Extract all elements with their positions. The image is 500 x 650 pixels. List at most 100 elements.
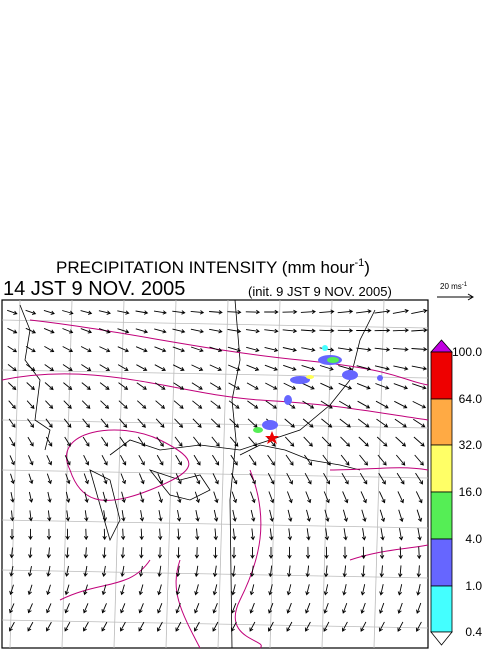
wind-arrow: [120, 473, 127, 485]
wind-arrow: [393, 383, 409, 390]
wind-arrow: [250, 509, 256, 522]
wind-arrow: [117, 328, 130, 334]
wind-arrow: [380, 528, 385, 541]
wind-arrow: [139, 528, 144, 541]
colorbar: [430, 339, 453, 646]
wind-arrow: [172, 310, 186, 315]
wind-arrow: [393, 347, 409, 352]
wind-arrow: [83, 584, 88, 596]
wind-arrow: [64, 603, 70, 614]
wind-arrow: [305, 584, 310, 596]
wind-arrow: [173, 400, 184, 409]
wind-arrow: [286, 491, 293, 504]
wind-arrow: [135, 328, 149, 334]
grid-line: [1, 619, 429, 629]
wind-arrow: [212, 603, 218, 614]
wind-arrow: [120, 528, 126, 541]
grid-line: [1, 319, 429, 329]
wind-arrow: [374, 328, 391, 333]
wind-arrow: [28, 473, 34, 485]
wind-arrow: [303, 436, 313, 447]
wind-arrow: [269, 528, 274, 541]
wind-arrow: [341, 621, 348, 632]
wind-arrow: [101, 603, 107, 614]
wind-arrow: [342, 491, 349, 504]
wind-arrow: [8, 400, 16, 409]
wind-arrow: [80, 328, 93, 334]
wind-arrow: [337, 347, 353, 352]
wind-arrow: [285, 454, 294, 466]
wind-arrow: [337, 328, 354, 333]
wind-arrow: [45, 418, 53, 428]
wind-arrow: [80, 310, 93, 315]
colorbar-label: 4.0: [465, 532, 482, 546]
wind-arrow: [306, 509, 311, 522]
wind-arrow: [156, 436, 164, 447]
wind-arrow: [416, 509, 423, 523]
wind-arrow: [46, 547, 51, 559]
wind-arrow: [286, 621, 293, 632]
wind-arrow: [340, 454, 350, 466]
wind-arrow: [120, 547, 126, 559]
wind-arrow: [117, 346, 129, 353]
wind-arrow: [63, 418, 72, 428]
grid-line: [1, 519, 429, 529]
wind-arrow: [286, 602, 292, 614]
wind-arrow: [154, 328, 167, 334]
wind-arrow: [415, 491, 423, 504]
wind-arrow: [324, 509, 330, 523]
wind-arrow: [101, 436, 108, 447]
wind-arrow: [209, 346, 223, 353]
grid-line: [165, 299, 177, 649]
title-exponent: -1: [355, 257, 365, 269]
wind-arrow: [64, 565, 70, 577]
wind-arrow: [268, 584, 273, 596]
grid-line: [61, 299, 73, 649]
wind-arrow: [82, 621, 89, 632]
wind-arrow: [357, 400, 371, 409]
wind-arrow: [43, 309, 55, 315]
wind-arrow: [65, 528, 70, 541]
wind-arrow: [302, 400, 315, 409]
wind-arrow: [397, 491, 404, 504]
wind-arrow: [417, 546, 422, 560]
wind-arrow: [228, 400, 240, 409]
wind-arrow: [337, 309, 354, 314]
wind-arrow: [27, 566, 33, 577]
wind-arrow: [301, 382, 315, 390]
wind-arrow: [194, 584, 199, 596]
map-area: [1, 299, 429, 649]
wind-arrow: [138, 565, 144, 577]
wind-arrow: [231, 603, 237, 614]
wind-arrow: [209, 328, 223, 334]
wind-arrow: [191, 382, 203, 390]
wind-arrow: [321, 436, 332, 447]
wind-arrow: [264, 364, 278, 371]
wind-arrow: [157, 547, 163, 559]
grid-line: [1, 469, 429, 479]
wind-arrow: [249, 602, 255, 614]
wind-arrow: [28, 491, 34, 503]
wind-arrow: [249, 473, 256, 485]
wind-arrow: [247, 400, 259, 409]
vector-scale-text: 20 ms: [440, 282, 462, 291]
wind-arrow: [227, 346, 241, 353]
wind-arrow: [379, 509, 386, 523]
wind-arrow: [192, 418, 202, 428]
wind-arrow: [10, 473, 15, 485]
wind-arrow: [300, 309, 316, 314]
wind-arrow: [194, 473, 201, 485]
wind-arrow: [394, 400, 408, 409]
wind-arrow: [413, 436, 425, 447]
vector-scale-exponent: -1: [462, 282, 468, 288]
wind-arrow: [282, 328, 298, 334]
wind-arrow: [375, 400, 389, 409]
wind-arrow: [379, 546, 385, 560]
wind-arrow: [268, 491, 275, 504]
wind-arrow: [27, 584, 33, 596]
wind-arrow: [319, 309, 335, 314]
wind-arrow: [264, 328, 279, 334]
wind-arrow: [379, 565, 384, 578]
wind-arrow: [118, 400, 128, 409]
wind-arrow: [398, 546, 403, 560]
